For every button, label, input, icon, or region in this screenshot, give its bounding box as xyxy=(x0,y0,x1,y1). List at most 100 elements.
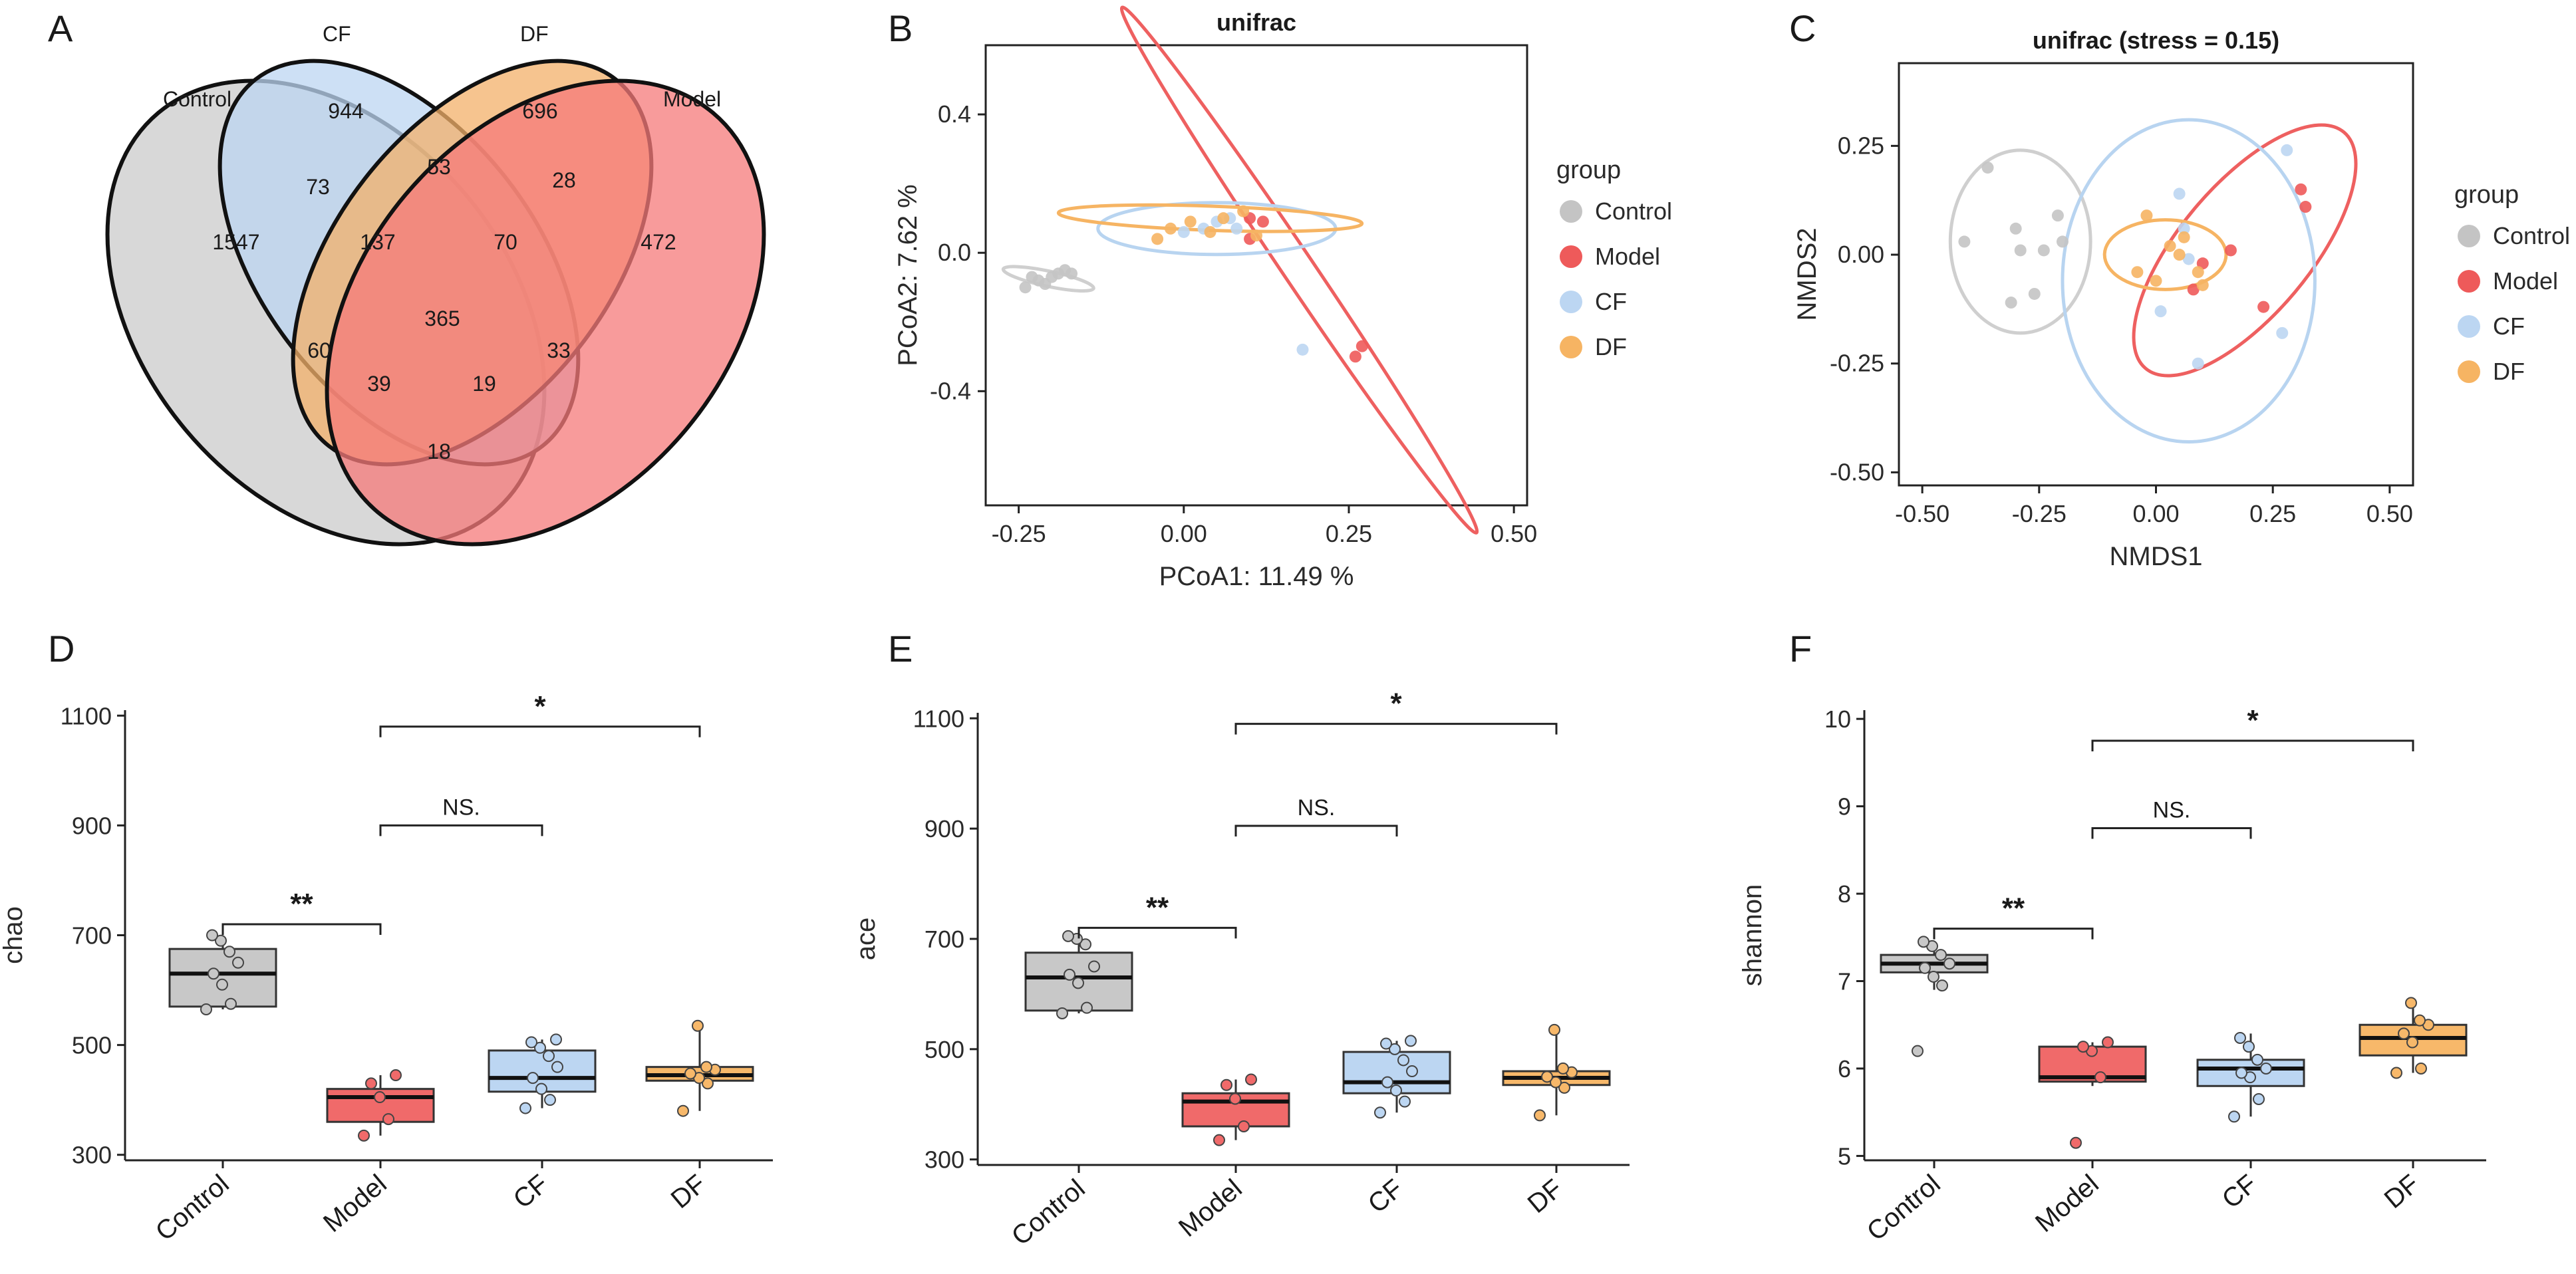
x-category-label: CF xyxy=(508,1169,554,1214)
box-control xyxy=(168,948,277,1008)
data-point-control xyxy=(225,997,237,1010)
x-category-label: Model xyxy=(318,1169,392,1238)
data-point-cf xyxy=(1381,1076,1393,1088)
y-tick-label: 500 xyxy=(72,1032,112,1059)
data-point-model xyxy=(358,1129,370,1142)
venn-label-df: DF xyxy=(520,22,549,46)
data-point-df xyxy=(1557,1062,1569,1075)
y-tick-label: 700 xyxy=(925,926,964,953)
data-point-df xyxy=(1250,229,1262,242)
data-point-model xyxy=(2187,283,2200,296)
data-point-cf xyxy=(2192,357,2204,370)
y-tick-label: 1100 xyxy=(61,702,112,729)
significance-label: * xyxy=(1390,688,1402,720)
venn-count: 137 xyxy=(360,230,395,254)
significance-bracket xyxy=(379,725,701,737)
legend-label-cf: CF xyxy=(2493,313,2525,340)
data-point-model xyxy=(2295,183,2307,195)
significance-label: ** xyxy=(2002,892,2025,925)
data-point-df xyxy=(2131,266,2144,279)
panel-label-f: F xyxy=(1789,628,1812,670)
legend-key-df xyxy=(2458,360,2480,383)
venn-diagram: Control CF DF Model 1547 944 696 472 73 … xyxy=(105,22,766,547)
data-point-control xyxy=(206,929,218,942)
data-point-cf xyxy=(543,1050,555,1063)
data-point-cf xyxy=(551,1061,563,1073)
ace-boxplot: 300 500 700 900 1100 ace Control Model CF DF ** NS.… xyxy=(851,688,1630,1251)
legend-label-control: Control xyxy=(2493,222,2570,249)
legend-title: group xyxy=(2454,181,2519,209)
data-point-control xyxy=(2005,297,2017,309)
data-point-model xyxy=(2094,1071,2106,1084)
legend-key-control xyxy=(2458,225,2480,247)
y-tick-label: -0.4 xyxy=(930,377,971,404)
panel-label-e: E xyxy=(888,628,913,670)
y-tick-label: 1100 xyxy=(913,705,964,732)
data-point-df xyxy=(1541,1071,1553,1083)
significance-label: * xyxy=(534,690,546,723)
data-point-model xyxy=(1356,340,1368,352)
y-tick-label: 300 xyxy=(72,1142,112,1169)
y-axis-label: NMDS2 xyxy=(1792,227,1822,320)
data-point-cf xyxy=(2276,326,2289,339)
data-point-control xyxy=(1936,979,1948,992)
y-tick-label: 5 xyxy=(1838,1142,1851,1170)
significance-label: ** xyxy=(1146,891,1169,924)
x-tick-label: 0.25 xyxy=(1326,520,1372,547)
data-point-df xyxy=(1558,1081,1570,1094)
data-point-control xyxy=(1935,949,1947,961)
plot-frame xyxy=(984,44,1528,507)
data-point-df xyxy=(1164,222,1177,235)
y-tick-label: 300 xyxy=(925,1146,964,1174)
data-point-control xyxy=(1079,938,1091,951)
data-point-control xyxy=(1019,281,1032,294)
data-point-model xyxy=(2077,1041,2089,1053)
data-point-control xyxy=(216,978,228,991)
venn-count: 70 xyxy=(494,230,517,254)
chart-title: unifrac (stress = 0.15) xyxy=(2033,27,2279,54)
data-point-model xyxy=(382,1113,394,1126)
data-point-cf xyxy=(519,1102,531,1114)
legend-label-model: Model xyxy=(2493,267,2558,295)
data-point-cf xyxy=(1296,343,1309,356)
data-point-cf xyxy=(1390,1084,1402,1097)
data-point-df xyxy=(2405,997,2417,1009)
significance-label: NS. xyxy=(442,795,480,820)
data-point-cf xyxy=(525,1036,537,1049)
panel-label-a: A xyxy=(48,7,73,49)
data-point-cf xyxy=(1397,1054,1409,1067)
data-point-df xyxy=(1217,212,1230,225)
data-point-model xyxy=(1238,1120,1250,1132)
data-point-control xyxy=(1918,936,1930,948)
significance-bracket xyxy=(1077,926,1237,939)
legend-title: group xyxy=(1556,156,1621,184)
data-point-cf xyxy=(2173,188,2186,200)
significance-bracket xyxy=(1234,825,1398,836)
x-category-label: DF xyxy=(666,1169,712,1214)
data-point-control xyxy=(1072,977,1084,989)
y-tick-label: -0.25 xyxy=(1830,350,1884,377)
significance-bracket xyxy=(2091,739,2414,752)
legend-key-control xyxy=(1560,200,1582,223)
legend-key-model xyxy=(2458,270,2480,293)
data-point-control xyxy=(1026,271,1038,283)
x-tick-label: -0.25 xyxy=(2012,500,2067,527)
x-category-label: Control xyxy=(150,1169,235,1247)
venn-count: 472 xyxy=(641,230,676,254)
x-category-label: Control xyxy=(1862,1169,1946,1247)
significance-label: NS. xyxy=(2153,797,2191,823)
data-point-control xyxy=(200,1003,212,1015)
data-point-cf xyxy=(2243,1041,2255,1053)
y-tick-label: 9 xyxy=(1838,793,1851,821)
significance-bracket xyxy=(1933,928,2094,940)
data-point-control xyxy=(2051,209,2064,222)
significance-bracket xyxy=(379,824,543,836)
data-point-cf xyxy=(527,1072,539,1084)
venn-count: 33 xyxy=(547,338,571,362)
data-point-df xyxy=(2406,1036,2418,1049)
significance-label: ** xyxy=(290,888,313,920)
y-tick-label: 700 xyxy=(72,922,112,950)
legend-label-model: Model xyxy=(1595,243,1660,270)
data-point-control xyxy=(1056,1007,1068,1019)
